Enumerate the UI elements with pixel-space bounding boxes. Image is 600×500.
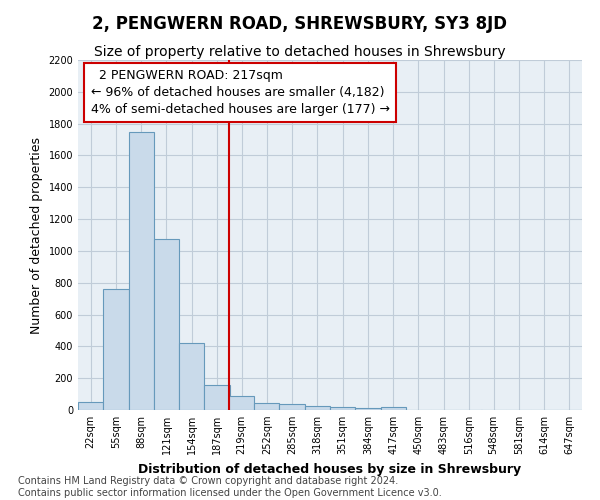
Bar	[179, 343, 205, 410]
Bar	[229, 396, 254, 410]
Bar	[280, 404, 305, 410]
Text: 2 PENGWERN ROAD: 217sqm  
← 96% of detached houses are smaller (4,182)
4% of sem: 2 PENGWERN ROAD: 217sqm ← 96% of detache…	[91, 68, 389, 116]
Text: Size of property relative to detached houses in Shrewsbury: Size of property relative to detached ho…	[94, 45, 506, 59]
Bar	[128, 132, 154, 410]
Bar	[78, 402, 103, 410]
Bar	[254, 403, 280, 410]
Text: 2, PENGWERN ROAD, SHREWSBURY, SY3 8JD: 2, PENGWERN ROAD, SHREWSBURY, SY3 8JD	[92, 15, 508, 33]
Bar	[330, 407, 355, 410]
Bar	[305, 406, 330, 410]
Bar	[355, 408, 380, 410]
Text: Contains HM Land Registry data © Crown copyright and database right 2024.
Contai: Contains HM Land Registry data © Crown c…	[18, 476, 442, 498]
Bar	[380, 407, 406, 410]
Y-axis label: Number of detached properties: Number of detached properties	[30, 136, 43, 334]
Bar	[103, 289, 128, 410]
X-axis label: Distribution of detached houses by size in Shrewsbury: Distribution of detached houses by size …	[139, 462, 521, 475]
Bar	[205, 384, 230, 410]
Bar	[154, 239, 179, 410]
